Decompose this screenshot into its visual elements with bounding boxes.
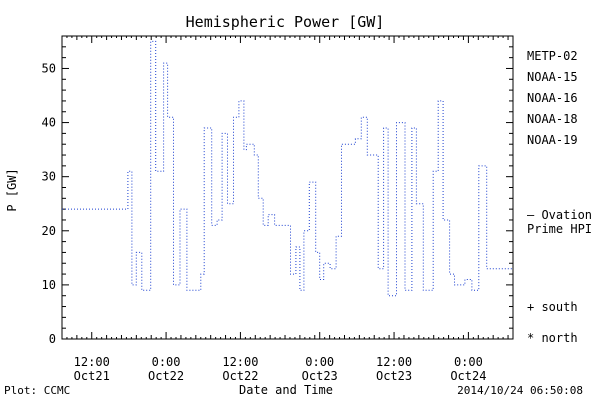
ovation-hpi-label-line2: Prime HPI — [527, 222, 592, 236]
ovation-hpi-label-line1: — Ovation — [527, 208, 592, 222]
x-tick-date-label: Oct23 — [376, 369, 412, 383]
series-layer — [62, 40, 513, 297]
x-tick-time-label: 0:00 — [454, 355, 483, 369]
plot-border — [61, 35, 514, 340]
y-tick-label: 10 — [42, 278, 56, 292]
x-axis: 12:00Oct210:00Oct2212:00Oct220:00Oct2312… — [61, 36, 514, 383]
x-tick-date-label: Oct22 — [222, 369, 258, 383]
legend-entry-noaa-15: NOAA-15 — [527, 70, 578, 84]
x-tick-time-label: 12:00 — [376, 355, 412, 369]
x-tick-date-label: Oct24 — [450, 369, 486, 383]
y-axis: 0 10 20 30 40 50 — [42, 35, 513, 346]
legend-entry-noaa-16: NOAA-16 — [527, 91, 578, 105]
chart-title: Hemispheric Power [GW] — [186, 13, 385, 31]
y-tick-label: 50 — [42, 61, 56, 75]
y-axis-label: P [GW] — [5, 168, 19, 211]
legend-entry-metp-02: METP-02 — [527, 49, 578, 63]
y-tick-label: 20 — [42, 224, 56, 238]
y-tick-label: 0 — [49, 332, 56, 346]
x-tick-date-label: Oct21 — [74, 369, 110, 383]
series-line-noaa-15 — [62, 40, 513, 297]
x-tick-time-label: 0:00 — [152, 355, 181, 369]
x-axis-label: Date and Time — [239, 383, 333, 397]
legend-entry-noaa-18: NOAA-18 — [527, 112, 578, 126]
x-tick-date-label: Oct23 — [302, 369, 338, 383]
x-tick-time-label: 0:00 — [305, 355, 334, 369]
x-tick-date-label: Oct22 — [148, 369, 184, 383]
footer-plot-credit: Plot: CCMC — [4, 384, 70, 397]
y-tick-label: 40 — [42, 116, 56, 130]
x-tick-time-label: 12:00 — [74, 355, 110, 369]
y-tick-label: 30 — [42, 170, 56, 184]
marker-north-label: * north — [527, 331, 578, 345]
legend: METP-02 NOAA-15 NOAA-16 NOAA-18 NOAA-19 — [527, 49, 578, 147]
x-tick-time-label: 12:00 — [222, 355, 258, 369]
legend-entry-noaa-19: NOAA-19 — [527, 133, 578, 147]
footer-timestamp: 2014/10/24 06:50:08 — [457, 384, 583, 397]
marker-south-label: + south — [527, 300, 578, 314]
plot-frame — [61, 35, 514, 340]
